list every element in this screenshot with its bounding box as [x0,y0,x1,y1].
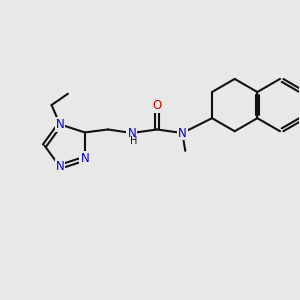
Text: N: N [56,160,64,173]
Text: N: N [80,152,89,165]
Text: H: H [130,136,138,146]
Text: O: O [152,99,162,112]
Text: N: N [128,127,136,140]
Text: N: N [56,118,64,131]
Text: N: N [178,127,187,140]
